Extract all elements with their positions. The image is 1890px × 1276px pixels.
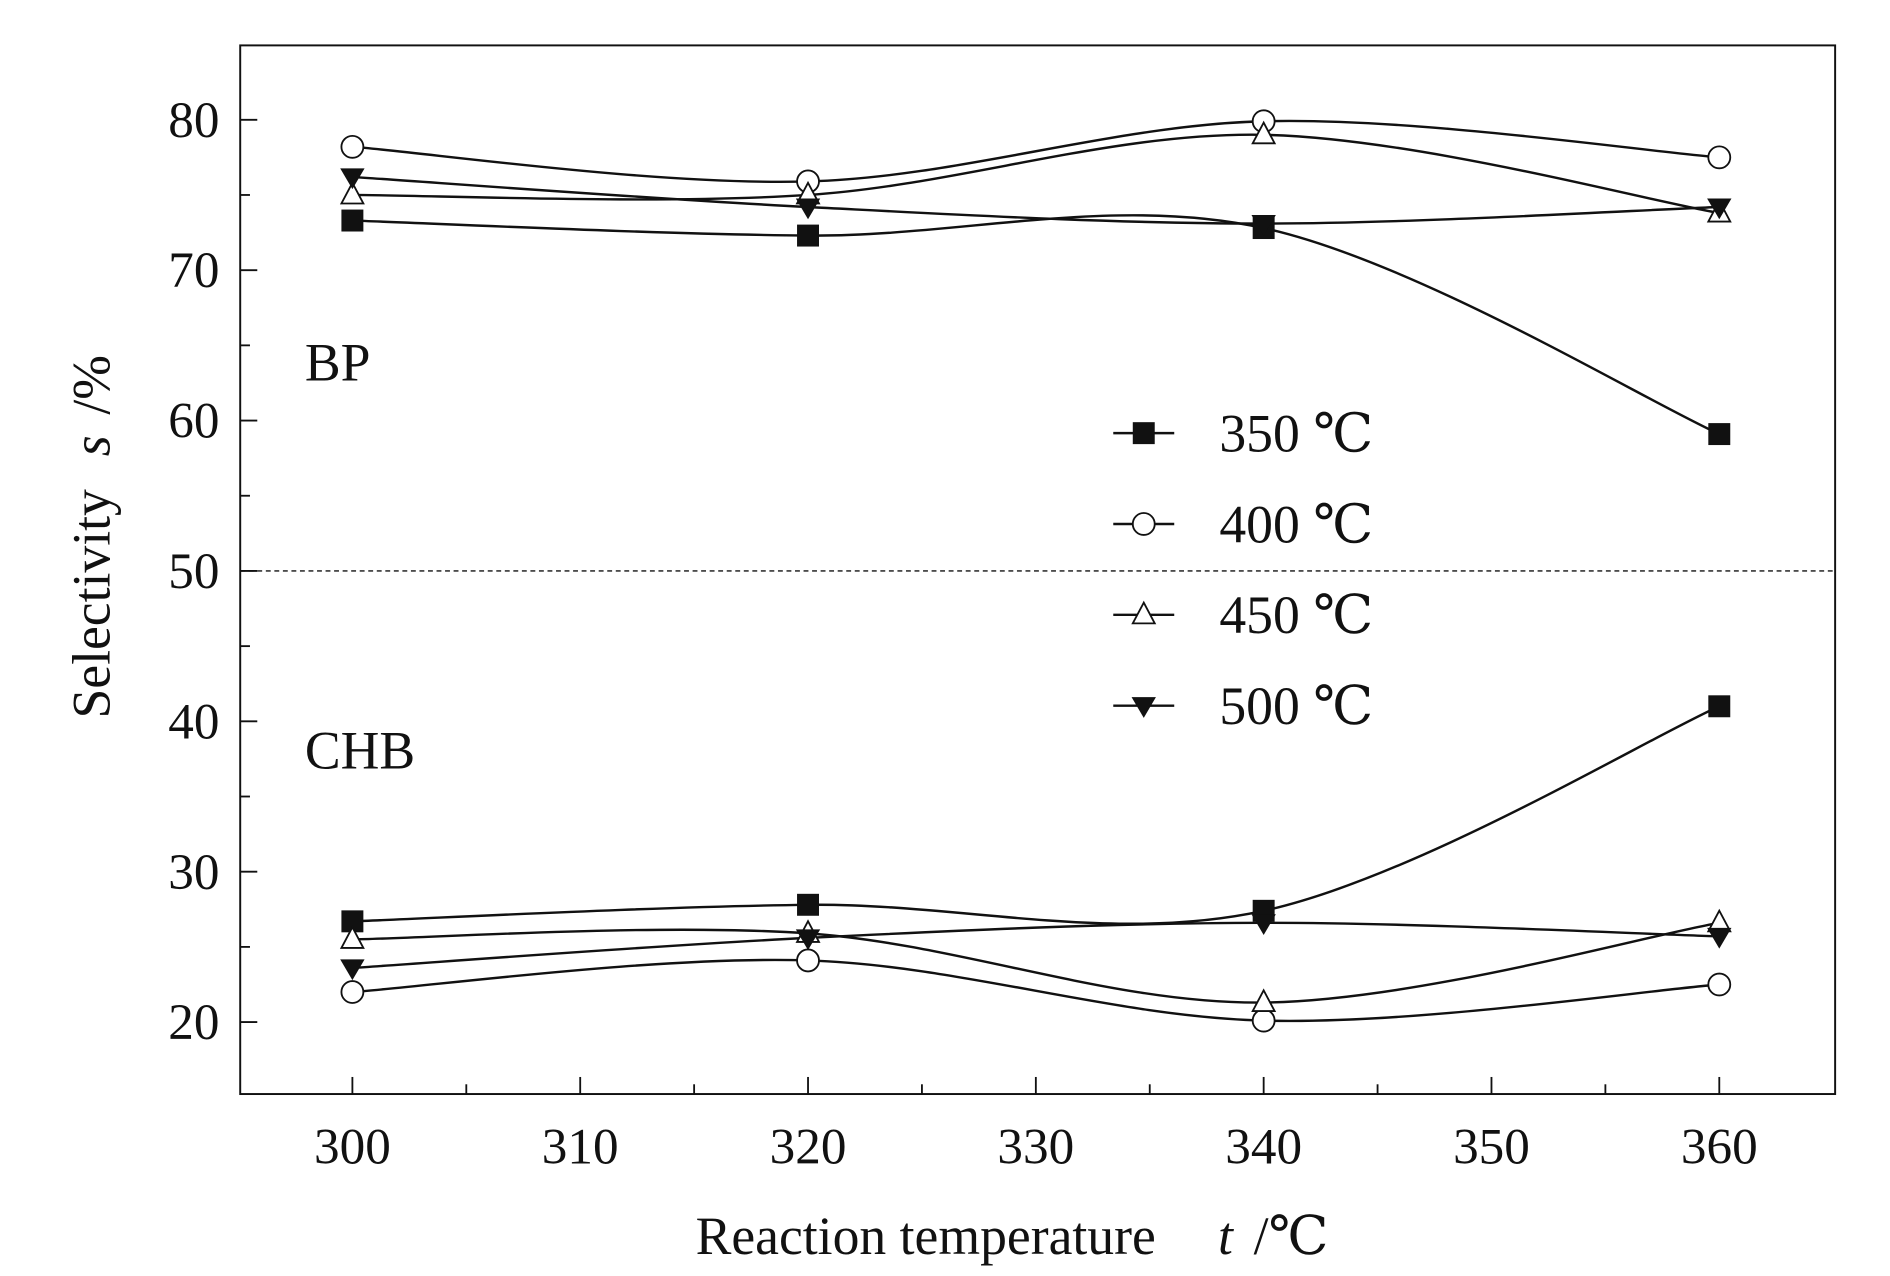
y-tick-label: 40: [168, 693, 219, 750]
x-axis-title: Reaction temperature: [696, 1206, 1156, 1266]
x-tick-label: 340: [1225, 1119, 1302, 1176]
legend-marker-open-triangle: [1131, 600, 1157, 625]
legend: 350 ℃ 400 ℃ 450 ℃ 500 ℃: [1113, 403, 1373, 736]
legend-label: 500 ℃: [1219, 676, 1373, 736]
x-tick-label: 320: [770, 1119, 847, 1176]
x-tick-label: 300: [314, 1119, 391, 1176]
data-point-bp-350: [1708, 423, 1731, 446]
legend-marker-filled-down-triangle: [1131, 697, 1156, 718]
x-axis-unit: /℃: [1254, 1206, 1329, 1266]
series-line-bp-500: [352, 175, 1720, 225]
data-point-chb-350: [1708, 695, 1731, 718]
series-line-bp-350: [352, 214, 1720, 436]
data-point-bp-400: [1707, 145, 1732, 170]
legend-label: 350 ℃: [1219, 403, 1373, 463]
data-point-chb-400: [1707, 972, 1732, 997]
x-axis-symbol: t: [1218, 1206, 1234, 1266]
data-point-bp-500: [340, 168, 365, 190]
y-tick-label: 60: [168, 393, 219, 450]
y-axis-symbol: s: [62, 435, 122, 456]
y-axis-unit: /%: [62, 355, 122, 415]
y-axis-title: Selectivity: [62, 489, 122, 719]
x-tick-label: 330: [997, 1119, 1074, 1176]
y-axis-label: Selectivity s /%: [62, 355, 122, 719]
data-point-chb-500: [1251, 914, 1276, 936]
legend-label: 400 ℃: [1219, 494, 1373, 554]
data-point-chb-350: [797, 893, 819, 916]
data-point-bp-400: [340, 134, 365, 159]
series-line-chb-400: [352, 958, 1720, 1023]
data-point-bp-450: [339, 180, 365, 205]
annotation-bp: BP: [305, 333, 371, 393]
data-point-bp-500: [795, 198, 821, 220]
svg-text:Reaction temperature t: Reaction temperature t /℃: [696, 1206, 1329, 1266]
legend-marker-filled-square: [1132, 422, 1155, 445]
data-point-bp-350: [797, 224, 819, 247]
legend-label: 450 ℃: [1219, 585, 1373, 645]
series-line-bp-450: [352, 133, 1720, 215]
annotation-chb: CHB: [305, 720, 415, 780]
data-point-chb-400: [796, 948, 820, 973]
plot-frame: [239, 44, 1837, 1096]
series-line-chb-450: [352, 921, 1720, 1004]
data-point-chb-500: [1707, 927, 1732, 949]
data-point-bp-500: [1251, 215, 1276, 236]
data-point-chb-450: [339, 925, 365, 949]
data-point-chb-500: [340, 959, 365, 981]
data-point-chb-350: [341, 910, 364, 933]
y-tick-label: 30: [168, 844, 219, 901]
y-tick-label: 20: [168, 994, 219, 1051]
data-point-chb-400: [1251, 1008, 1276, 1033]
x-tick-label: 350: [1453, 1119, 1530, 1176]
data-point-chb-400: [340, 980, 365, 1004]
x-tick-label: 310: [542, 1119, 619, 1176]
series-line-chb-350: [352, 705, 1720, 925]
data-point-bp-500: [1707, 198, 1732, 220]
data-point-chb-500: [795, 929, 821, 951]
series-line-chb-500: [352, 921, 1720, 970]
y-tick-label: 80: [168, 92, 219, 149]
legend-marker-open-circle: [1131, 512, 1156, 536]
data-point-bp-450: [1251, 120, 1277, 145]
y-tick-label: 70: [168, 242, 219, 299]
data-point-bp-350: [341, 209, 364, 232]
x-axis-label: Reaction temperature t /℃: [696, 1206, 1329, 1266]
series-line-bp-400: [352, 119, 1720, 184]
x-tick-label: 360: [1681, 1119, 1758, 1176]
y-tick-label: 50: [168, 543, 219, 600]
svg-text:Selectivity s /%: Selectivity s /%: [62, 355, 122, 719]
data-point-chb-450: [1251, 988, 1277, 1012]
